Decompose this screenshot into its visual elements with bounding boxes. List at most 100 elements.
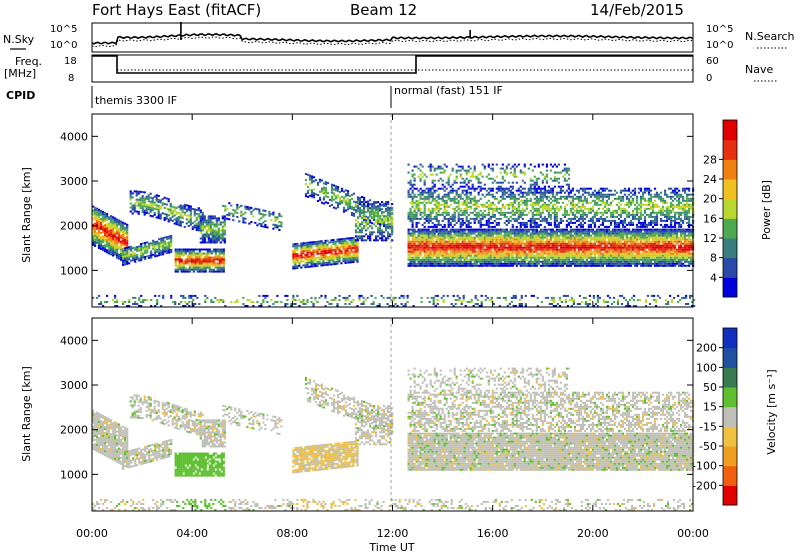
heatmap-cell — [428, 192, 430, 194]
heatmap-cell — [302, 242, 304, 244]
heatmap-cell — [108, 216, 110, 218]
heatmap-cell — [230, 213, 232, 215]
heatmap-cell — [102, 249, 104, 251]
heatmap-cell — [528, 229, 530, 231]
heatmap-cell — [448, 198, 450, 200]
heatmap-cell — [334, 247, 336, 249]
heatmap-cell — [152, 207, 154, 209]
heatmap-cell — [414, 239, 416, 241]
heatmap-cell — [674, 265, 676, 267]
heatmap-cell — [170, 251, 172, 253]
heatmap-cell — [560, 253, 562, 255]
heatmap-cell — [128, 262, 130, 264]
heatmap-cell — [452, 229, 454, 231]
heatmap-cell — [416, 263, 418, 265]
heatmap-cell — [478, 255, 480, 257]
heatmap-cell — [330, 255, 332, 257]
heatmap-cell — [648, 249, 650, 251]
heatmap-cell — [132, 257, 134, 259]
heatmap-cell — [385, 217, 387, 219]
heatmap-cell — [610, 247, 612, 249]
heatmap-cell — [416, 255, 418, 257]
heatmap-cell — [564, 255, 566, 257]
heatmap-cell — [312, 249, 314, 251]
heatmap-cell — [576, 245, 578, 247]
heatmap-cell — [596, 247, 598, 249]
heatmap-cell — [476, 265, 478, 267]
heatmap-cell — [311, 194, 313, 196]
heatmap-cell — [630, 245, 632, 247]
heatmap-cell — [442, 259, 444, 261]
heatmap-cell — [304, 266, 306, 268]
heatmap-cell — [100, 220, 102, 222]
heatmap-cell — [602, 235, 604, 237]
heatmap-cell — [416, 253, 418, 255]
heatmap-cell — [554, 265, 556, 267]
heatmap-cell — [518, 235, 520, 237]
heatmap-cell — [345, 200, 347, 202]
heatmap-cell — [408, 196, 410, 198]
heatmap-cell — [444, 251, 446, 253]
heatmap-cell — [328, 250, 330, 252]
heatmap-cell — [432, 200, 434, 202]
heatmap-cell — [387, 215, 389, 217]
heatmap-cell — [94, 227, 96, 229]
heatmap-cell — [622, 235, 624, 237]
heatmap-cell — [608, 247, 610, 249]
heatmap-cell — [318, 263, 320, 265]
heatmap-cell — [530, 243, 532, 245]
heatmap-cell — [560, 257, 562, 259]
heatmap-cell — [120, 259, 122, 261]
heatmap-cell — [365, 239, 367, 241]
heatmap-cell — [484, 237, 486, 239]
heatmap-cell — [452, 251, 454, 253]
heatmap-cell — [586, 245, 588, 247]
heatmap-cell — [608, 265, 610, 267]
heatmap-cell — [438, 220, 440, 222]
heatmap-cell — [526, 229, 528, 231]
heatmap-cell — [682, 259, 684, 261]
heatmap-cell — [514, 231, 516, 233]
heatmap-cell — [560, 235, 562, 237]
heatmap-cell — [472, 237, 474, 239]
heatmap-cell — [584, 247, 586, 249]
heatmap-cell — [184, 208, 186, 210]
heatmap-cell — [160, 206, 162, 208]
heatmap-cell — [294, 255, 296, 257]
heatmap-cell — [524, 231, 526, 233]
heatmap-cell — [490, 237, 492, 239]
heatmap-cell — [618, 235, 620, 237]
heatmap-cell — [333, 195, 335, 197]
heatmap-cell — [130, 199, 132, 201]
heatmap-cell — [644, 233, 646, 235]
heatmap-cell — [304, 248, 306, 250]
heatmap-cell — [640, 235, 642, 237]
heatmap-cell — [624, 239, 626, 241]
heatmap-cell — [662, 255, 664, 257]
heatmap-cell — [496, 241, 498, 243]
heatmap-cell — [564, 231, 566, 233]
heatmap-cell — [548, 265, 550, 267]
heatmap-cell — [546, 233, 548, 235]
heatmap-cell — [124, 251, 126, 253]
heatmap-cell — [146, 208, 148, 210]
heatmap-cell — [410, 196, 412, 198]
heatmap-cell — [212, 236, 214, 238]
heatmap-cell — [94, 215, 96, 217]
heatmap-cell — [321, 188, 323, 190]
heatmap-cell — [256, 208, 258, 210]
heatmap-cell — [462, 253, 464, 255]
heatmap-cell — [424, 261, 426, 263]
heatmap-cell — [300, 255, 302, 257]
heatmap-cell — [333, 193, 335, 195]
heatmap-cell — [540, 231, 542, 233]
heatmap-cell — [528, 249, 530, 251]
heatmap-cell — [456, 265, 458, 267]
heatmap-cell — [412, 235, 414, 237]
heatmap-cell — [658, 263, 660, 265]
heatmap-cell — [228, 212, 230, 214]
heatmap-cell — [264, 224, 266, 226]
heatmap-cell — [516, 241, 518, 243]
heatmap-cell — [357, 200, 359, 202]
heatmap-cell — [458, 237, 460, 239]
